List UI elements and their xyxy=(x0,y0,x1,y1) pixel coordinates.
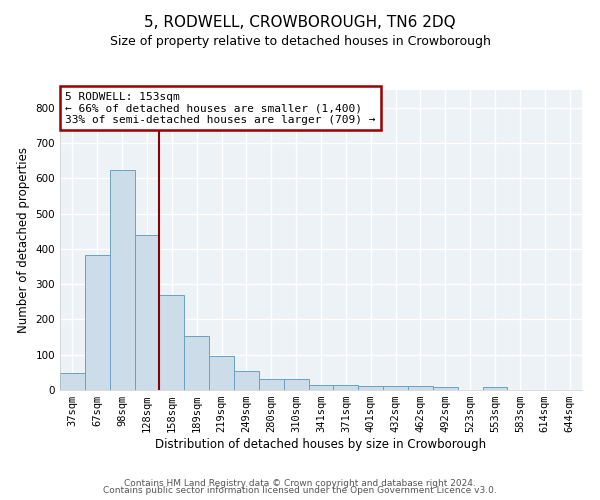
Text: Size of property relative to detached houses in Crowborough: Size of property relative to detached ho… xyxy=(110,35,490,48)
Bar xyxy=(234,370,259,390)
Bar xyxy=(482,387,508,390)
Text: 5, RODWELL, CROWBOROUGH, TN6 2DQ: 5, RODWELL, CROWBOROUGH, TN6 2DQ xyxy=(144,15,456,30)
Bar xyxy=(134,234,160,390)
Text: Contains public sector information licensed under the Open Government Licence v3: Contains public sector information licen… xyxy=(103,486,497,495)
Bar xyxy=(209,356,234,390)
Bar xyxy=(358,386,383,390)
Bar xyxy=(383,386,408,390)
Bar xyxy=(110,170,134,390)
Y-axis label: Number of detached properties: Number of detached properties xyxy=(17,147,30,333)
X-axis label: Distribution of detached houses by size in Crowborough: Distribution of detached houses by size … xyxy=(155,438,487,451)
Bar xyxy=(184,336,209,390)
Text: Contains HM Land Registry data © Crown copyright and database right 2024.: Contains HM Land Registry data © Crown c… xyxy=(124,478,476,488)
Bar xyxy=(334,384,358,390)
Bar xyxy=(284,380,308,390)
Bar xyxy=(408,386,433,390)
Bar xyxy=(259,380,284,390)
Bar xyxy=(85,255,110,390)
Bar xyxy=(433,387,458,390)
Bar xyxy=(60,373,85,390)
Bar xyxy=(160,296,184,390)
Text: 5 RODWELL: 153sqm
← 66% of detached houses are smaller (1,400)
33% of semi-detac: 5 RODWELL: 153sqm ← 66% of detached hous… xyxy=(65,92,376,124)
Bar xyxy=(308,384,334,390)
